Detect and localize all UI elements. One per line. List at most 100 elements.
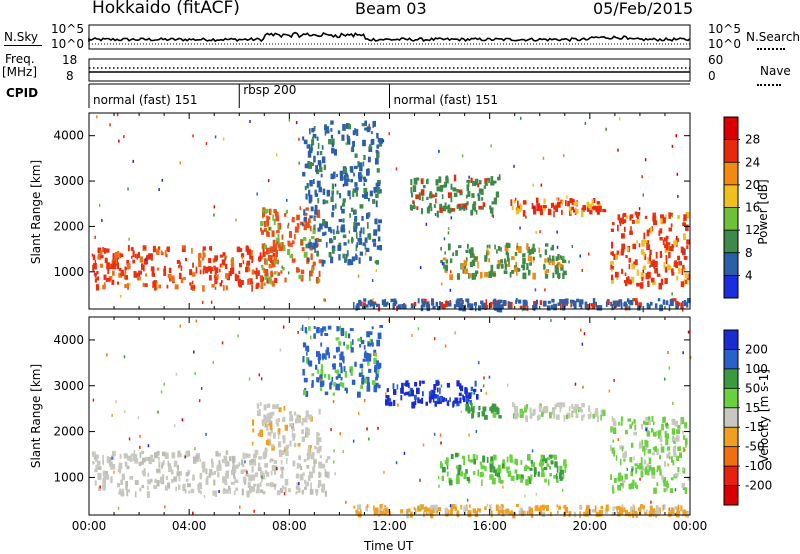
echo-cell: [342, 218, 345, 223]
echo-cell: [393, 389, 397, 395]
echo-cell: [598, 305, 603, 311]
echo-cell: [472, 508, 477, 514]
echo-cell: [354, 182, 358, 187]
echo-cell: [643, 232, 646, 240]
echo-cell: [308, 275, 311, 282]
echo-cell: [519, 408, 523, 414]
echo-cell: [126, 489, 129, 497]
echo-cell: [490, 405, 495, 413]
echo-cell: [320, 173, 323, 178]
echo-cell: [336, 383, 340, 391]
echo-cell: [119, 488, 121, 493]
echo-cell: [311, 128, 315, 133]
echo-cell: [260, 255, 264, 260]
echo-cell: [293, 442, 297, 448]
echo-cell: [552, 272, 555, 279]
echo-cell: [515, 261, 517, 268]
echo-cell: [303, 251, 308, 258]
echo-cell: [254, 449, 259, 456]
echo-cell: [319, 150, 323, 156]
echo-cell: [439, 203, 443, 209]
echo-speckle: [461, 206, 463, 210]
echo-cell: [409, 204, 413, 211]
echo-cell: [180, 265, 183, 271]
echo-speckle: [377, 426, 379, 430]
echo-cell: [368, 214, 371, 218]
echo-cell: [280, 474, 283, 479]
echo-cell: [291, 258, 296, 263]
echo-cell: [630, 470, 634, 477]
echo-cell: [628, 511, 632, 517]
echo-cell: [263, 404, 267, 411]
echo-cell: [671, 418, 676, 426]
echo-cell: [456, 380, 460, 387]
echo-cell: [347, 333, 351, 339]
echo-cell: [142, 473, 146, 477]
echo-cell: [345, 256, 348, 261]
echo-cell: [185, 478, 189, 482]
echo-cell: [664, 266, 668, 273]
echo-cell: [300, 274, 304, 282]
echo-cell: [429, 191, 432, 195]
echo-speckle: [288, 118, 291, 122]
echo-speckle: [498, 174, 501, 178]
echo-speckle: [164, 505, 166, 509]
echo-cell: [258, 270, 260, 276]
echo-cell: [445, 179, 449, 184]
echo-cell: [309, 215, 313, 219]
echo-speckle: [256, 192, 258, 196]
echo-cell: [294, 233, 296, 240]
echo-cell: [544, 274, 549, 279]
echo-cell: [379, 244, 382, 251]
echo-cell: [312, 134, 317, 138]
echo-cell: [319, 387, 323, 392]
echo-cell: [130, 453, 135, 457]
echo-cell: [654, 267, 658, 274]
echo-cell: [118, 267, 122, 272]
echo-cell: [458, 392, 462, 397]
echo-cell: [198, 488, 201, 494]
echo-cell: [629, 214, 634, 219]
date-title: 05/Feb/2015: [593, 0, 694, 18]
echo-cell: [433, 384, 437, 390]
echo-cell: [350, 179, 353, 183]
echo-cell: [354, 153, 358, 158]
colorbar-tick-label: 100: [745, 362, 768, 376]
echo-cell: [553, 413, 556, 419]
echo-cell: [473, 388, 477, 392]
x-tick-label: 00:00: [72, 519, 107, 533]
echo-speckle: [213, 205, 216, 209]
echo-cell: [266, 472, 270, 477]
echo-speckle: [212, 267, 215, 270]
echo-cell: [360, 227, 363, 234]
echo-cell: [146, 255, 149, 261]
echo-cell: [463, 396, 466, 403]
echo-cell: [294, 418, 298, 424]
echo-cell: [257, 467, 262, 471]
colorbar-swatch: [724, 446, 738, 467]
echo-cell: [361, 194, 366, 198]
echo-cell: [479, 271, 483, 279]
echo-cell: [209, 468, 213, 476]
echo-cell: [621, 504, 624, 512]
echo-cell: [314, 243, 318, 248]
echo-cell: [100, 263, 103, 268]
echo-cell: [232, 465, 237, 472]
echo-cell: [598, 205, 602, 212]
echo-cell: [376, 132, 379, 139]
echo-cell: [264, 448, 268, 453]
echo-speckle: [249, 120, 251, 123]
echo-speckle: [468, 175, 470, 179]
echo-cell: [339, 357, 343, 361]
echo-cell: [332, 392, 335, 396]
echo-cell: [610, 301, 613, 307]
echo-cell: [656, 465, 661, 471]
echo-cell: [497, 260, 501, 266]
echo-cell: [593, 198, 596, 204]
echo-cell: [210, 267, 214, 271]
echo-cell: [357, 338, 361, 342]
echo-cell: [677, 505, 680, 511]
echo-cell: [616, 301, 621, 307]
echo-speckle: [276, 270, 278, 274]
